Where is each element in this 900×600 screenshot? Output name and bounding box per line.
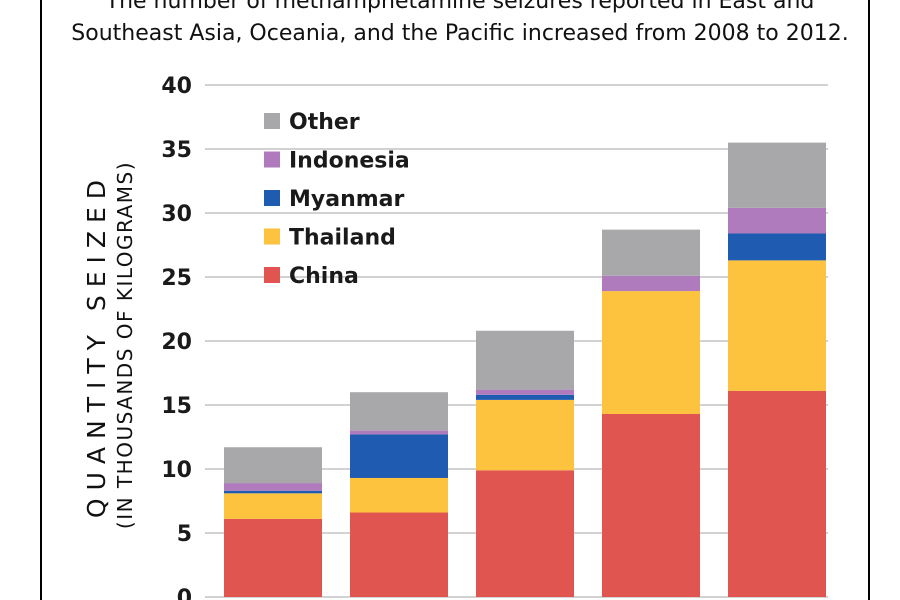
y-axis-title: QUANTITY SEIZED (IN THOUSANDS OF KILOGRA… <box>82 161 138 529</box>
y-tick-label-15: 15 <box>161 394 192 419</box>
bar-2010-indonesia <box>476 389 574 395</box>
bar-2012-thailand <box>728 260 826 391</box>
bar-2011-china <box>602 413 700 597</box>
frame-left-border <box>40 0 42 600</box>
y-axis-sublabel: (IN THOUSANDS OF KILOGRAMS) <box>113 160 137 530</box>
bar-2012-indonesia <box>728 207 826 234</box>
caption-line-1: The number of methamphetamine seizures r… <box>105 0 815 14</box>
bar-2009-indonesia <box>350 430 448 435</box>
bar-2009-myanmar <box>350 434 448 478</box>
legend-label-other: Other <box>289 110 360 135</box>
legend: Other Indonesia Myanmar Thailand China <box>264 110 410 289</box>
y-tick-label-25: 25 <box>161 266 192 291</box>
legend-label-indonesia: Indonesia <box>289 149 410 174</box>
bar-2010-china <box>476 470 574 597</box>
y-tick-label-35: 35 <box>161 138 192 163</box>
bar-2011-other <box>602 229 700 276</box>
bar-2010-myanmar <box>476 394 574 400</box>
bar-2008-other <box>224 447 322 484</box>
legend-swatch-myanmar <box>264 190 280 206</box>
y-tick-label-10: 10 <box>161 458 192 483</box>
bar-2009-china <box>350 512 448 597</box>
y-tick-label-30: 30 <box>161 202 192 227</box>
legend-label-china: China <box>289 264 359 289</box>
legend-label-myanmar: Myanmar <box>289 187 405 212</box>
y-axis-label: QUANTITY SEIZED <box>82 171 111 519</box>
bar-2008-indonesia <box>224 483 322 491</box>
bar-2008-thailand <box>224 493 322 519</box>
y-tick-labels: 0 5 10 15 20 25 30 35 40 <box>161 74 192 600</box>
caption-line-2: Southeast Asia, Oceania, and the Pacific… <box>71 21 849 46</box>
bar-2011-thailand <box>602 291 700 414</box>
legend-swatch-indonesia <box>264 151 280 168</box>
bar-2011-indonesia <box>602 275 700 292</box>
y-tick-label-20: 20 <box>161 330 192 355</box>
bar-2012-china <box>728 390 826 597</box>
legend-label-thailand: Thailand <box>289 226 396 251</box>
bar-2010-other <box>476 330 574 390</box>
bars <box>224 142 826 597</box>
frame-right-border <box>868 0 870 600</box>
legend-swatch-other <box>264 113 280 129</box>
legend-swatch-china <box>264 267 280 283</box>
caption: The number of methamphetamine seizures r… <box>60 0 860 50</box>
bar-2008-myanmar <box>224 490 322 494</box>
y-tick-label-40: 40 <box>161 74 192 99</box>
y-tick-label-0: 0 <box>177 586 192 600</box>
legend-swatch-thailand <box>264 228 280 245</box>
bar-2008-china <box>224 518 322 597</box>
bar-2012-myanmar <box>728 233 826 261</box>
bar-2009-other <box>350 392 448 431</box>
bar-2012-other <box>728 142 826 208</box>
bar-2009-thailand <box>350 477 448 513</box>
y-tick-label-5: 5 <box>177 522 192 547</box>
bar-2010-thailand <box>476 399 574 471</box>
